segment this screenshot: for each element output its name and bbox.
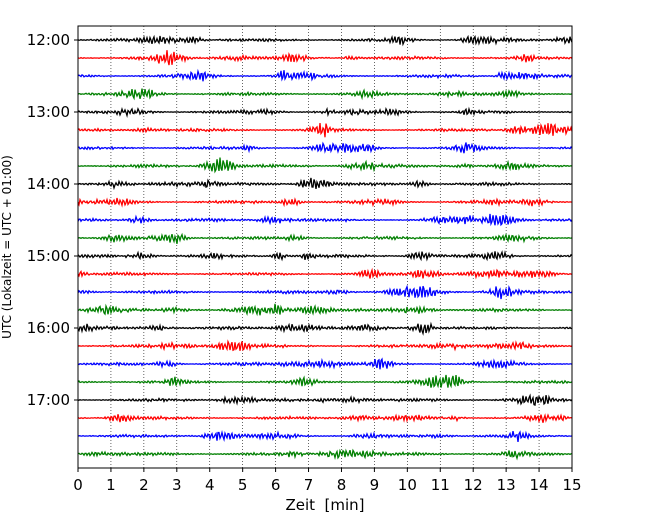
grid-lines <box>110 26 540 468</box>
seismogram-trace <box>77 157 573 174</box>
seismogram-trace <box>77 321 573 336</box>
seismogram-trace <box>77 106 573 118</box>
x-tick-label: 5 <box>238 476 248 494</box>
seismogram-trace <box>77 34 573 47</box>
x-tick-label: 0 <box>73 476 83 494</box>
x-tick-label: 12 <box>464 476 483 494</box>
x-tick-label: 14 <box>530 476 549 494</box>
y-tick-label: 14:00 <box>27 175 70 193</box>
seismogram-trace <box>77 141 573 154</box>
seismogram-trace <box>77 448 573 461</box>
seismogram-trace <box>77 413 573 424</box>
x-tick-label: 3 <box>172 476 182 494</box>
seismogram-trace <box>77 50 573 66</box>
y-tick-label: 12:00 <box>27 31 70 49</box>
seismogram-trace <box>77 197 573 208</box>
seismogram-trace <box>77 357 573 370</box>
x-tick-label: 8 <box>337 476 347 494</box>
x-tick-label: 9 <box>370 476 380 494</box>
seismogram-trace <box>77 232 573 244</box>
x-tick-label: 13 <box>497 476 516 494</box>
seismogram-trace <box>77 213 573 227</box>
y-tick-label: 17:00 <box>27 391 70 409</box>
seismogram-trace <box>77 88 573 101</box>
x-axis-ticks: 0 1 2 3 4 5 6 7 8 9 10 11 12 13 14 15 <box>73 468 582 494</box>
x-tick-label: 11 <box>431 476 450 494</box>
x-axis-label: Zeit [min] <box>285 496 364 514</box>
seismogram-traces <box>77 34 573 461</box>
y-axis-label: UTC (Lokalzeit = UTC + 01:00) <box>0 155 14 339</box>
seismogram-trace <box>77 430 573 442</box>
seismogram-trace <box>77 267 573 280</box>
seismogram-trace <box>77 374 573 389</box>
x-tick-label: 7 <box>304 476 314 494</box>
seismogram-trace <box>77 122 573 138</box>
seismogram-trace <box>77 393 573 407</box>
x-tick-label: 15 <box>562 476 581 494</box>
x-tick-label: 1 <box>106 476 116 494</box>
x-tick-label: 6 <box>271 476 281 494</box>
x-tick-label: 10 <box>398 476 417 494</box>
x-tick-label: 4 <box>205 476 215 494</box>
seismogram-trace <box>77 177 573 191</box>
seismogram-trace <box>77 250 573 262</box>
y-axis-ticks: 12:00 13:00 14:00 15:00 16:00 17:00 <box>27 31 78 409</box>
seismogram-trace <box>77 339 573 352</box>
y-tick-label: 16:00 <box>27 319 70 337</box>
y-tick-label: 15:00 <box>27 247 70 265</box>
seismogram-trace <box>77 68 573 82</box>
plot-frame <box>77 25 573 469</box>
y-tick-label: 13:00 <box>27 103 70 121</box>
seismogram-trace <box>77 303 573 317</box>
seismogram-trace <box>77 284 573 300</box>
x-tick-label: 2 <box>139 476 149 494</box>
